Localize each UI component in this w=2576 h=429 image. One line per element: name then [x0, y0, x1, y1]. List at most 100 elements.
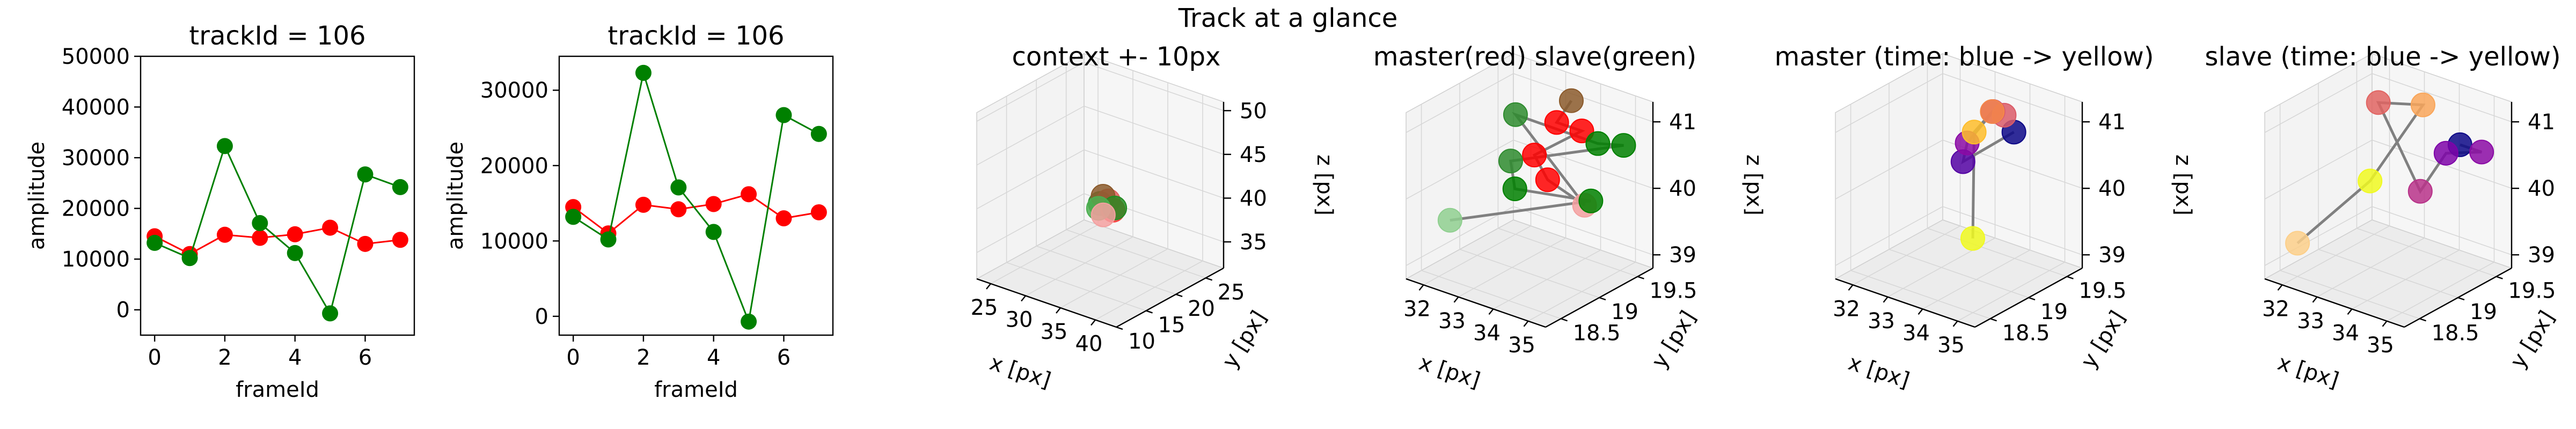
x-axis-line	[1406, 278, 1546, 328]
x-tick-label: 35	[1937, 333, 1965, 358]
data-point	[670, 179, 687, 196]
plot-frame	[558, 55, 834, 336]
y-grid-line	[1421, 104, 1561, 319]
chart-title: trackId = 106	[608, 21, 784, 51]
scatter-point	[1980, 99, 2005, 124]
line-chart-1: trackId = 106 frameId amplitude 0 2 4 6 0 10000 2…	[25, 21, 415, 402]
y-tick-label: 50000	[62, 45, 130, 69]
z-grid-line	[976, 62, 1224, 122]
data-point	[810, 125, 827, 142]
z-grid-line	[2264, 139, 2512, 199]
x-tick-mark	[1952, 321, 1958, 327]
x-tick-mark	[2382, 321, 2388, 327]
z-tick-label: 39	[2098, 243, 2126, 268]
z-tick-label: 40	[1240, 186, 1267, 211]
z-grid-line	[2264, 73, 2512, 133]
plot-frame	[140, 55, 415, 336]
x-tick-mark	[1918, 308, 1923, 315]
y-grid-line	[2356, 62, 2497, 277]
data-point	[810, 204, 827, 220]
scatter-point	[1962, 120, 1987, 145]
y-tick-label: 15	[1158, 313, 1185, 337]
z-grid-line	[1406, 206, 1653, 266]
data-point	[741, 186, 757, 203]
data-point	[252, 230, 268, 246]
x-axis-line	[2264, 278, 2405, 328]
data-point	[741, 313, 757, 330]
scatter-point	[2285, 231, 2310, 256]
x-tick-label: 6	[777, 345, 791, 370]
scatter-point	[2407, 179, 2433, 204]
x-tick-label: 34	[1473, 321, 1501, 345]
x-tick-label: 33	[1868, 309, 1895, 334]
data-point	[252, 215, 268, 232]
scatter-point	[2469, 139, 2494, 165]
y-tick-mark	[1146, 310, 1153, 314]
y-axis-label: y [px]	[1647, 306, 1701, 372]
y-grid-line	[1889, 83, 2029, 298]
x-axis-label: x [px]	[1416, 350, 1483, 393]
x-grid-line	[1528, 95, 1636, 322]
scatter-point	[2410, 92, 2435, 117]
y-tick-mark	[2067, 276, 2074, 279]
x-grid-line	[1887, 71, 1996, 298]
y-tick-label: 10000	[480, 229, 548, 254]
x-axis-line	[976, 278, 1117, 328]
x-tick-label: 6	[358, 345, 372, 370]
x-tick-label: 34	[1902, 321, 1930, 345]
y-tick-mark	[1116, 326, 1123, 330]
z-grid-line	[1835, 139, 2083, 199]
chart-title: context +- 10px	[1012, 42, 1221, 72]
x-axis-label: x [px]	[1845, 350, 1912, 393]
y-tick-mark	[1637, 276, 1644, 279]
x-tick-label: 32	[1833, 297, 1860, 321]
y-grid-line	[1459, 83, 1600, 298]
z-grid-line	[976, 193, 1224, 253]
y-tick-label: 30000	[62, 146, 130, 171]
y-tick-mark	[1599, 297, 1606, 301]
y-tick-label: 0	[116, 298, 130, 323]
y-axis-label: y [px]	[1218, 306, 1272, 372]
x-tick-mark	[1091, 319, 1096, 326]
data-point	[775, 107, 792, 123]
scatter-point	[1535, 167, 1560, 193]
x-tick-label: 32	[1403, 297, 1431, 321]
x-tick-label: 2	[636, 345, 650, 370]
scatter-point	[1578, 188, 1604, 213]
y-axis-label: y [px]	[2506, 306, 2560, 372]
x-axis-label: x [px]	[986, 350, 1053, 393]
x-tick-mark	[1488, 308, 1494, 315]
z-tick-label: 41	[2098, 110, 2126, 135]
y-grid-line	[1036, 79, 1176, 295]
z-tick-label: 35	[1240, 230, 1267, 255]
x-tick-label: 33	[2297, 309, 2324, 334]
y-tick-mark	[1990, 318, 1997, 322]
x-axis-label: x [px]	[2274, 350, 2341, 393]
scatter-point	[1611, 133, 1636, 158]
y-axis-label: amplitude	[25, 142, 49, 250]
data-point	[705, 196, 722, 212]
scatter-point	[1498, 149, 1523, 174]
scatter-point	[1522, 143, 1547, 168]
scatter3d-chart-3: 32 33 34 35 18.519 19.5 39 40 41 x [px] y [px] z [p…	[1775, 42, 2196, 393]
z-tick-label: 41	[2528, 110, 2555, 135]
y-tick-mark	[1175, 293, 1183, 298]
data-point	[287, 226, 303, 242]
x-tick-mark	[2347, 308, 2353, 315]
z-tick-label: 40	[2528, 176, 2555, 201]
data-point	[287, 245, 303, 261]
y-tick-mark	[2457, 297, 2465, 301]
data-point	[775, 210, 792, 227]
y-tick-label: 19.5	[2508, 279, 2556, 304]
x-tick-label: 40	[1075, 332, 1103, 357]
scatter-point	[1558, 88, 1584, 113]
y-tick-label: 20000	[480, 154, 548, 179]
x-tick-label: 32	[2262, 297, 2289, 321]
y-grid-line	[1497, 62, 1638, 277]
z-tick-label: 40	[1669, 176, 1696, 201]
line-chart-2: trackId = 106 frameId amplitude 0 2 4 6 0 10000 2…	[443, 21, 834, 402]
y-tick-label: 30000	[480, 78, 548, 103]
x-grid-line	[1957, 95, 2066, 322]
